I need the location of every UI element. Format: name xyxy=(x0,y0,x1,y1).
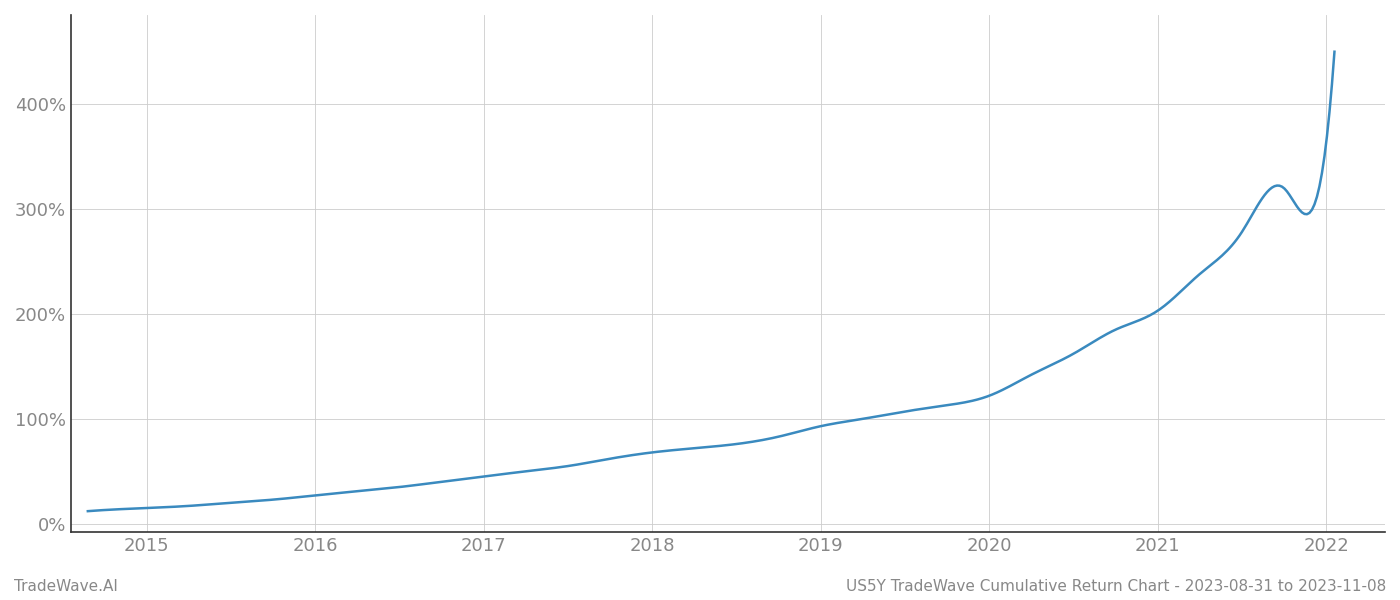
Text: US5Y TradeWave Cumulative Return Chart - 2023-08-31 to 2023-11-08: US5Y TradeWave Cumulative Return Chart -… xyxy=(846,579,1386,594)
Text: TradeWave.AI: TradeWave.AI xyxy=(14,579,118,594)
